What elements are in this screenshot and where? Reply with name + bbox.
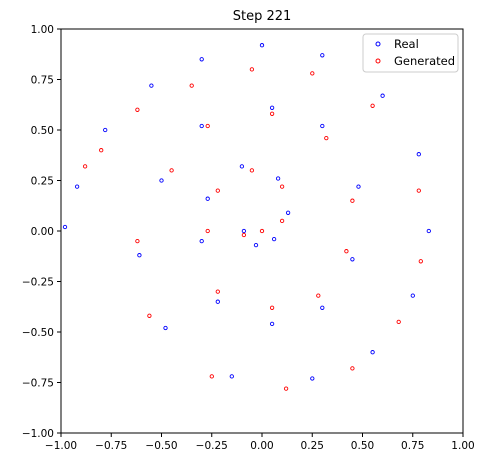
data-point-real [380, 93, 385, 98]
data-point-real [269, 321, 275, 327]
data-point-generated [241, 232, 247, 238]
data-point-real [320, 305, 325, 310]
data-point-real [163, 325, 168, 331]
data-point-generated [416, 188, 421, 193]
data-point-generated [269, 111, 275, 116]
legend-label-real: Real [394, 37, 419, 51]
legend-label-generated: Generated [394, 54, 455, 68]
data-point-generated [249, 67, 255, 72]
data-point-real [229, 374, 234, 379]
data-point-real [241, 228, 247, 234]
data-point-real [239, 164, 245, 169]
data-point-real [103, 127, 108, 133]
data-point-real [159, 178, 164, 183]
x-tick-label: −0.25 [196, 440, 228, 452]
data-point-generated [350, 198, 355, 203]
data-point-generated [169, 168, 174, 173]
y-tick-label: 0.00 [31, 226, 54, 238]
data-point-generated [316, 293, 321, 298]
data-point-generated [209, 374, 214, 379]
data-point-real [320, 123, 325, 129]
y-tick-label: −0.50 [22, 327, 54, 339]
x-tick-label: 0.50 [351, 440, 374, 452]
data-point-generated [396, 319, 401, 325]
data-point-real [253, 242, 259, 248]
data-point-real [275, 176, 281, 181]
data-point-generated [324, 135, 329, 141]
data-point-real [370, 350, 375, 355]
data-point-real [215, 299, 220, 304]
data-point-real [356, 184, 361, 189]
data-point-generated [205, 228, 210, 234]
data-point-real [350, 257, 355, 262]
series-real [62, 43, 431, 381]
ticks-layer: −1.00 −0.75 −0.50 −0.25 0.00 0.25 0.50 0.75 1.00… [22, 24, 475, 452]
data-point-real [285, 210, 291, 215]
data-point-generated [99, 148, 104, 153]
x-tick-label: 0.25 [301, 440, 324, 452]
data-point-real [199, 238, 204, 244]
data-point-generated [370, 103, 375, 108]
data-point-generated [344, 249, 349, 254]
data-point-generated [215, 289, 220, 294]
data-point-generated [189, 83, 194, 88]
data-point-real [271, 236, 277, 242]
data-point-real [310, 376, 315, 381]
data-point-real [259, 43, 265, 48]
y-tick-label: 0.50 [31, 125, 54, 137]
data-point-generated [283, 386, 289, 391]
data-point-generated [418, 259, 423, 264]
data-point-real [199, 57, 204, 62]
chart-title: Step 221 [233, 9, 292, 24]
data-point-generated [310, 71, 315, 76]
data-point-real [320, 53, 325, 58]
data-point-generated [147, 313, 152, 318]
data-point-real [199, 123, 204, 129]
data-point-real [416, 152, 421, 157]
data-point-real [137, 253, 142, 258]
legend-marker-generated [375, 58, 381, 64]
data-point-real [62, 224, 68, 230]
data-point-generated [249, 168, 255, 173]
data-point-generated [269, 305, 275, 310]
x-tick-label: −1.00 [45, 440, 77, 452]
y-tick-label: 0.75 [31, 75, 54, 87]
x-tick-label: 1.00 [451, 440, 474, 452]
legend: Real Generated [362, 33, 459, 73]
data-point-generated [259, 228, 265, 234]
x-tick-label: 0.75 [401, 440, 424, 452]
data-point-generated [215, 188, 220, 193]
data-point-generated [279, 218, 285, 224]
x-tick-label: 0.00 [250, 440, 273, 452]
data-point-real [410, 293, 415, 298]
legend-marker-real [375, 41, 381, 47]
data-point-generated [135, 238, 140, 244]
y-tick-label: 0.25 [31, 176, 54, 188]
data-point-real [74, 184, 80, 189]
data-point-generated [135, 107, 140, 112]
data-point-generated [82, 164, 88, 169]
y-tick-label: −0.75 [22, 378, 54, 390]
points-layer [62, 43, 431, 391]
legend-box [362, 33, 459, 73]
y-tick-label: 1.00 [31, 24, 54, 36]
data-point-real [269, 105, 275, 110]
data-point-real [149, 83, 154, 88]
y-tick-label: −0.25 [22, 277, 54, 289]
y-tick-label: −1.00 [22, 428, 54, 440]
x-tick-label: −0.50 [145, 440, 177, 452]
series-generated [82, 67, 423, 391]
data-point-real [426, 228, 431, 234]
data-point-generated [279, 184, 285, 189]
data-point-real [205, 196, 210, 201]
data-point-generated [205, 123, 210, 129]
data-point-generated [350, 366, 355, 371]
x-tick-label: −0.75 [95, 440, 127, 452]
